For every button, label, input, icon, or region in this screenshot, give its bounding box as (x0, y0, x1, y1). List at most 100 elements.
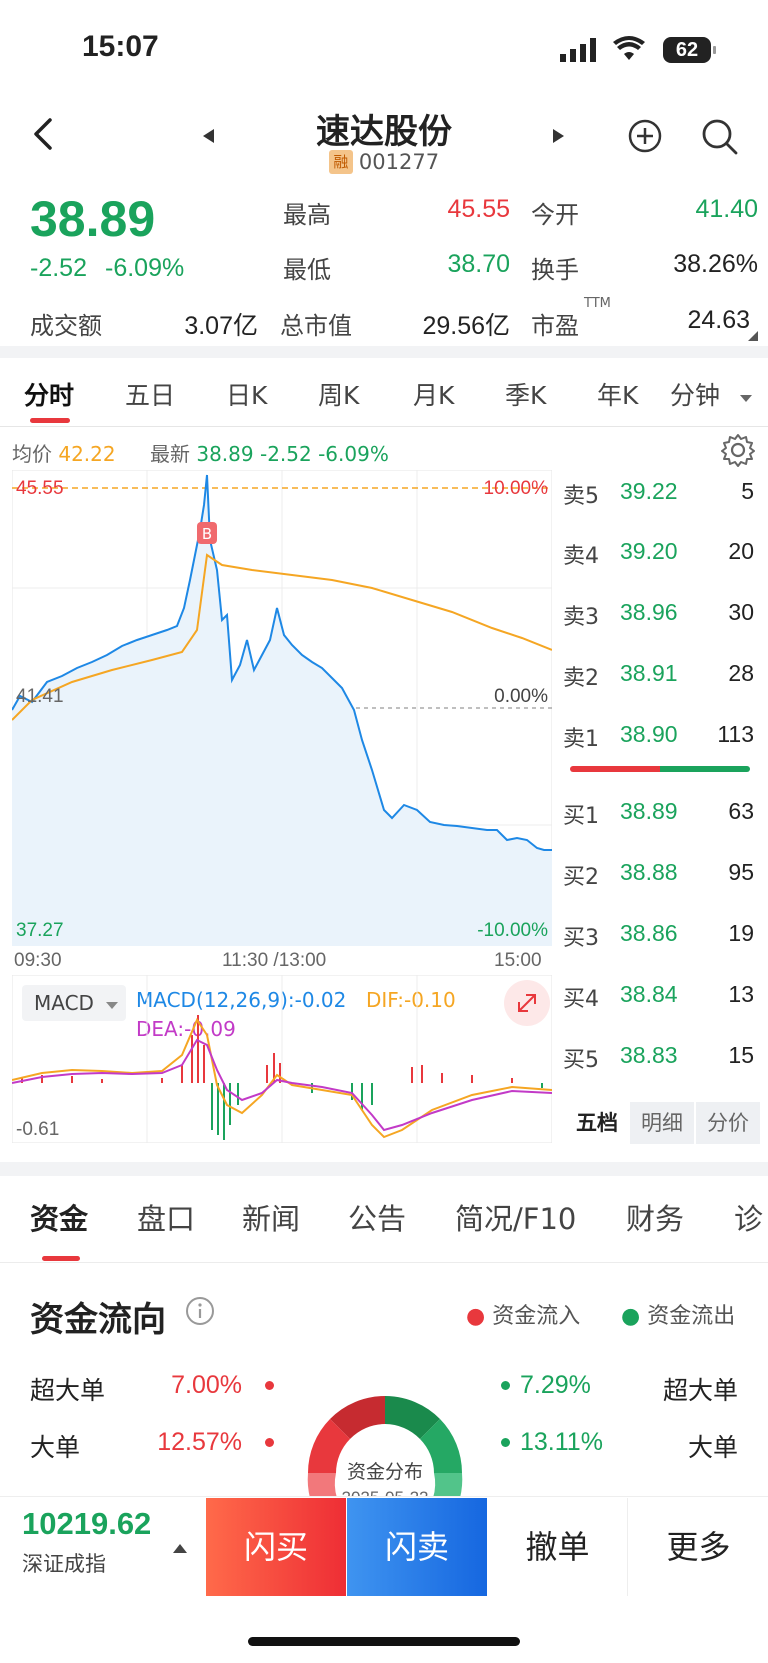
open-label: 今开 (531, 201, 579, 229)
tab-monthly-k[interactable]: 月K (413, 381, 455, 410)
price-area (12, 475, 552, 946)
expand-icon[interactable] (504, 980, 550, 1026)
bid-4-price[interactable]: 38.84 (620, 981, 678, 1007)
corner-triangle-icon (748, 326, 758, 345)
order-book-tab-detail[interactable]: 明细 (630, 1102, 694, 1144)
info-icon[interactable] (185, 1296, 215, 1330)
back-button[interactable] (30, 116, 54, 156)
ask-4-vol: 20 (728, 538, 754, 564)
tab-yearly-k[interactable]: 年K (597, 381, 639, 410)
bid-3-price[interactable]: 38.86 (620, 920, 678, 946)
tab-finance[interactable]: 财务 (626, 1202, 685, 1236)
row-l-out-value: 13.11% (520, 1428, 603, 1456)
high-value: 45.55 (447, 195, 510, 223)
tab-news[interactable]: 新闻 (242, 1202, 301, 1236)
macd-chart[interactable]: -0.61 (12, 975, 552, 1143)
wifi-icon (612, 36, 646, 66)
turnover-value: 38.26% (673, 250, 758, 278)
prev-stock-icon[interactable] (203, 128, 215, 147)
latest-label: 最新 (150, 442, 190, 466)
add-watchlist-icon[interactable] (627, 118, 663, 158)
bid-3-label: 买3 (563, 926, 599, 951)
row-l-in-value: 12.57% (157, 1428, 242, 1456)
bid-2-label: 买2 (563, 865, 599, 890)
price-change-pct: -6.09% (105, 254, 185, 282)
tab-five-day[interactable]: 五日 (125, 381, 176, 410)
ask-2-price[interactable]: 38.91 (620, 660, 678, 686)
ask-4-price[interactable]: 39.20 (620, 538, 678, 564)
chevron-down-icon[interactable] (740, 388, 752, 407)
intraday-chart[interactable]: B 45.55 10.00% 41.41 0.00% 37.27 -10.00% (12, 470, 552, 946)
index-name[interactable]: 深证成指 (22, 1552, 106, 1576)
dif-value: DIF:-0.10 (366, 988, 456, 1012)
order-book-tab-level5[interactable]: 五档 (576, 1111, 618, 1135)
margin-badge: 融 (328, 150, 353, 174)
tab-intraday-underline (30, 418, 70, 423)
tab-handicap[interactable]: 盘口 (137, 1202, 196, 1236)
macd-selector-label: MACD (34, 991, 94, 1015)
home-indicator (248, 1637, 520, 1646)
signal-icon (560, 38, 598, 66)
bid-2-price[interactable]: 38.88 (620, 859, 678, 885)
order-book-tab-price[interactable]: 分价 (696, 1102, 760, 1144)
ask-5-price[interactable]: 39.22 (620, 478, 678, 504)
ask-1-vol: 113 (717, 721, 754, 747)
bid-5-price[interactable]: 38.83 (620, 1042, 678, 1068)
bid-1-price[interactable]: 38.89 (620, 798, 678, 824)
legend-inflow: ● 资金流入 (466, 1304, 581, 1329)
tab-weekly-k[interactable]: 周K (318, 381, 360, 410)
macd-value: MACD(12,26,9):-0.02 (136, 988, 347, 1012)
avg-price-value: 42.22 (58, 442, 116, 466)
row-xl-out-label: 超大单 (662, 1376, 738, 1405)
tab-quarterly-k[interactable]: 季K (505, 381, 547, 410)
bid-4-label: 买4 (563, 987, 599, 1012)
buy-marker-bg (197, 522, 217, 544)
flash-sell-button[interactable]: 闪卖 (347, 1498, 487, 1596)
tab-announcements[interactable]: 公告 (348, 1202, 407, 1236)
next-stock-icon[interactable] (552, 128, 564, 147)
amount-label: 成交额 (30, 312, 102, 340)
bid-2-vol: 95 (728, 859, 754, 885)
bid-4-vol: 13 (728, 981, 754, 1007)
bid-1-label: 买1 (563, 804, 599, 829)
tab-intraday[interactable]: 分时 (24, 381, 75, 410)
cancel-order-button[interactable]: 撤单 (488, 1498, 628, 1596)
pe-ttm: TTM (584, 296, 611, 311)
ask-2-vol: 28 (728, 660, 754, 686)
tab-diagnosis[interactable]: 诊 (734, 1202, 764, 1236)
tab-daily-k[interactable]: 日K (226, 381, 268, 410)
open-value: 41.40 (695, 195, 758, 223)
pe-label: 市盈 (531, 312, 579, 340)
row-xl-in-label: 超大单 (30, 1376, 106, 1405)
row-xl-in-value: 7.00% (171, 1371, 242, 1399)
macd-min-label: -0.61 (16, 1119, 59, 1140)
current-price: 38.89 (30, 191, 156, 247)
more-button[interactable]: 更多 (666, 1528, 731, 1566)
row-xl-out-dot (501, 1381, 510, 1390)
tab-funds[interactable]: 资金 (30, 1202, 89, 1236)
axis-top-pct: 10.00% (484, 478, 549, 499)
low-label: 最低 (283, 256, 331, 284)
tab-minute[interactable]: 分钟 (670, 381, 721, 410)
index-value[interactable]: 10219.62 (22, 1506, 152, 1541)
macd-selector[interactable]: MACD (22, 985, 126, 1021)
section-divider (0, 346, 768, 358)
settings-icon[interactable] (721, 433, 755, 471)
stock-name: 速达股份 (316, 112, 452, 152)
buy-marker: B (202, 525, 212, 543)
flash-buy-button[interactable]: 闪买 (206, 1498, 346, 1596)
ask-1-price[interactable]: 38.90 (620, 721, 678, 747)
latest-value: 38.89 -2.52 -6.09% (196, 442, 389, 466)
ask-3-price[interactable]: 38.96 (620, 599, 678, 625)
turnover-label: 换手 (531, 256, 579, 284)
ask-5-vol: 5 (741, 478, 754, 504)
tab-f10[interactable]: 简况/F10 (455, 1202, 577, 1236)
info-tabs-divider (0, 1262, 768, 1263)
low-value: 38.70 (447, 250, 510, 278)
search-icon[interactable] (701, 118, 739, 160)
latest-legend: 最新 38.89 -2.52 -6.09% (150, 438, 389, 467)
index-expand-icon[interactable] (173, 1538, 187, 1557)
mcap-label: 总市值 (280, 312, 352, 340)
fund-distribution-donut[interactable]: 资金分布 2025-05-22 (290, 1378, 480, 1498)
row-l-in-label: 大单 (30, 1433, 81, 1462)
